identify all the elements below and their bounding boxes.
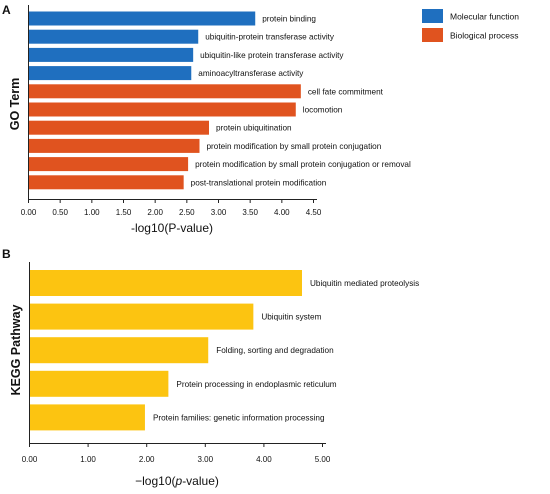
bar-folding-sorting-and-degradation bbox=[29, 337, 209, 364]
bar-label-ubiquitin-system: Ubiquitin system bbox=[261, 313, 321, 322]
legend-label-molecular-function: Molecular function bbox=[450, 12, 519, 22]
bar-label-ubiquitin-like-protein-transferase-activity: ubiquitin-like protein transferase activ… bbox=[200, 51, 344, 60]
panel-a-bar-labels: protein binding ubiquitin-protein transfe… bbox=[191, 15, 411, 188]
panel-b-x-axis-label: −log10(p-value) bbox=[135, 474, 219, 488]
panel-a-y-axis-label: GO Term bbox=[8, 78, 22, 131]
legend-item-biological-process: Biological process bbox=[422, 28, 519, 42]
bar-label-protein-binding: protein binding bbox=[262, 15, 316, 24]
bar-cell-fate-commitment bbox=[28, 84, 301, 99]
legend-swatch-molecular-function bbox=[422, 9, 443, 23]
panel-b: B KEGG Pathway Ubiquitin mediated proteo… bbox=[2, 247, 419, 488]
bar-aminoacyltransferase-activity bbox=[28, 66, 192, 81]
panel-b-tick-label: 1.00 bbox=[80, 455, 96, 464]
panel-b-tick-label: 0.00 bbox=[22, 455, 38, 464]
panel-b-y-axis-label: KEGG Pathway bbox=[9, 304, 23, 395]
panel-a-tick-label: 2.50 bbox=[179, 208, 195, 217]
bar-label-aminoacyltransferase-activity: aminoacyltransferase activity bbox=[198, 69, 304, 78]
panel-a-tick-label: 4.00 bbox=[274, 208, 290, 217]
panel-a-tick-label: 3.00 bbox=[211, 208, 227, 217]
panel-a-x-axis-label: -log10(P-value) bbox=[131, 221, 213, 235]
panel-a-tick-label: 1.00 bbox=[84, 208, 100, 217]
bar-label-protein-processing-in-endoplasmic-reticulum: Protein processing in endoplasmic reticu… bbox=[176, 380, 336, 389]
legend-swatch-biological-process bbox=[422, 28, 443, 42]
bar-label-cell-fate-commitment: cell fate commitment bbox=[308, 87, 384, 96]
panel-a-letter: A bbox=[2, 3, 11, 17]
panel-a-tick-label: 1.50 bbox=[116, 208, 132, 217]
panel-b-bar-labels: Ubiquitin mediated proteolysis Ubiquitin … bbox=[153, 279, 419, 422]
bar-label-post-translational-protein-modification: post-translational protein modification bbox=[191, 178, 327, 187]
panel-a-tick-label: 2.00 bbox=[147, 208, 163, 217]
bar-protein-binding bbox=[28, 11, 256, 26]
bar-label-protein-modification-by-small-protein-conjugation: protein modification by small protein co… bbox=[207, 142, 382, 151]
panel-a-x-ticks: 0.00 0.50 1.00 1.50 2.00 2.50 3.00 3.50 4.00 4.50 bbox=[21, 199, 322, 217]
panel-b-tick-label: 5.00 bbox=[315, 455, 331, 464]
panel-a-tick-label: 3.50 bbox=[242, 208, 258, 217]
panel-a-tick-label: 4.50 bbox=[306, 208, 322, 217]
panel-b-x-axis-label-start: −log10( bbox=[135, 474, 175, 488]
bar-post-translational-protein-modification bbox=[28, 175, 184, 190]
bar-label-protein-ubiquitination: protein ubiquitination bbox=[216, 124, 292, 133]
bar-ubiquitin-like-protein-transferase-activity bbox=[28, 47, 194, 62]
bar-label-ubiquitin-protein-transferase-activity: ubiquitin-protein transferase activity bbox=[205, 33, 335, 42]
panel-b-tick-label: 4.00 bbox=[256, 455, 272, 464]
bar-protein-modification-by-small-protein-conjugation bbox=[28, 138, 200, 153]
panel-b-tick-label: 3.00 bbox=[198, 455, 214, 464]
bar-label-folding-sorting-and-degradation: Folding, sorting and degradation bbox=[216, 346, 334, 355]
bar-ubiquitin-protein-transferase-activity bbox=[28, 29, 199, 44]
panel-b-x-axis-label-italic: p bbox=[175, 474, 183, 488]
panel-b-x-axis-label-end: -value) bbox=[182, 474, 219, 488]
bar-protein-families-genetic-information-processing bbox=[29, 404, 145, 431]
bar-label-ubiquitin-mediated-proteolysis: Ubiquitin mediated proteolysis bbox=[310, 279, 419, 288]
panel-a-tick-label: 0.50 bbox=[52, 208, 68, 217]
panel-b-tick-label: 2.00 bbox=[139, 455, 155, 464]
bar-protein-ubiquitination bbox=[28, 120, 209, 135]
bar-label-protein-families-genetic-information-processing: Protein families: genetic information pr… bbox=[153, 413, 325, 422]
bar-locomotion bbox=[28, 102, 296, 117]
panel-a-tick-label: 0.00 bbox=[21, 208, 37, 217]
bar-protein-processing-in-endoplasmic-reticulum bbox=[29, 370, 169, 397]
panel-b-x-ticks: 0.00 1.00 2.00 3.00 4.00 5.00 bbox=[22, 443, 331, 464]
bar-ubiquitin-mediated-proteolysis bbox=[29, 270, 302, 296]
panel-a-bars bbox=[28, 11, 301, 190]
bar-label-protein-modification-by-small-protein-conjugation-or-removal: protein modification by small protein co… bbox=[195, 160, 411, 169]
panel-b-letter: B bbox=[2, 247, 11, 261]
legend: Molecular function Biological process bbox=[422, 9, 519, 42]
legend-item-molecular-function: Molecular function bbox=[422, 9, 519, 23]
bar-label-locomotion: locomotion bbox=[303, 106, 343, 115]
bar-protein-modification-by-small-protein-conjugation-or-removal bbox=[28, 157, 189, 172]
panel-b-bars bbox=[29, 270, 302, 431]
bar-ubiquitin-system bbox=[29, 303, 254, 330]
panel-a: A GO Term protein binding ubiquitin-prote… bbox=[2, 3, 519, 235]
legend-label-biological-process: Biological process bbox=[450, 31, 519, 41]
